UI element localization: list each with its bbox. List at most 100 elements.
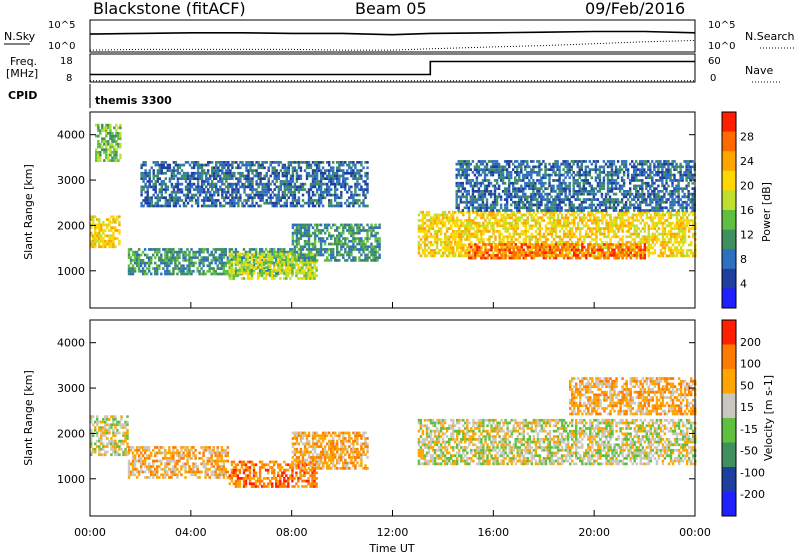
- data-cell: [168, 256, 170, 259]
- data-cell: [510, 198, 512, 201]
- data-cell: [243, 277, 245, 280]
- data-cell: [494, 204, 496, 207]
- data-cell: [545, 241, 547, 244]
- data-cell: [310, 166, 312, 169]
- data-cell: [555, 246, 557, 249]
- data-cell: [205, 186, 207, 189]
- data-cell: [203, 183, 205, 186]
- data-cell: [288, 161, 290, 164]
- data-cell: [378, 254, 380, 257]
- data-cell: [682, 252, 684, 255]
- data-cell: [241, 172, 243, 175]
- data-cell: [191, 186, 193, 189]
- data-cell: [452, 246, 454, 249]
- data-cell: [237, 164, 239, 167]
- data-cell: [243, 188, 245, 191]
- data-cell: [553, 216, 555, 219]
- data-cell: [263, 183, 265, 186]
- data-cell: [362, 191, 364, 194]
- data-cell: [486, 187, 488, 190]
- data-cell: [510, 204, 512, 207]
- data-cell: [492, 233, 494, 236]
- data-cell: [456, 249, 458, 252]
- data-cell: [292, 237, 294, 240]
- data-cell: [684, 233, 686, 236]
- data-cell: [201, 177, 203, 180]
- data-cell: [336, 245, 338, 248]
- data-cell: [157, 194, 159, 197]
- data-cell: [688, 214, 690, 217]
- data-cell: [352, 243, 354, 246]
- data-cell: [312, 202, 314, 205]
- data-cell: [539, 233, 541, 236]
- data-cell: [360, 229, 362, 232]
- data-cell: [96, 232, 98, 235]
- data-cell: [518, 204, 520, 207]
- data-cell: [573, 246, 575, 249]
- data-cell: [300, 175, 302, 178]
- data-cell: [577, 249, 579, 252]
- data-cell: [458, 246, 460, 249]
- data-cell: [509, 233, 511, 236]
- data-cell: [294, 196, 296, 199]
- data-cell: [203, 172, 205, 175]
- data-cell: [573, 233, 575, 236]
- data-cell: [159, 199, 161, 202]
- data-cell: [498, 193, 500, 196]
- data-cell: [565, 243, 567, 246]
- data-cell: [169, 164, 171, 167]
- data-cell: [285, 277, 287, 280]
- data-cell: [215, 270, 217, 273]
- data-cell: [519, 251, 521, 254]
- data-cell: [627, 235, 629, 238]
- data-cell: [510, 176, 512, 179]
- data-cell: [496, 182, 498, 185]
- data-cell: [217, 194, 219, 197]
- data-cell: [506, 246, 508, 249]
- data-cell: [482, 225, 484, 228]
- data-cell: [308, 240, 310, 243]
- data-cell: [360, 237, 362, 240]
- data-cell: [595, 233, 597, 236]
- data-cell: [506, 187, 508, 190]
- data-cell: [95, 159, 97, 162]
- data-cell: [484, 219, 486, 222]
- data-cell: [316, 259, 318, 262]
- data-cell: [185, 180, 187, 183]
- data-cell: [611, 227, 613, 230]
- data-cell: [506, 227, 508, 230]
- data-cell: [300, 169, 302, 172]
- data-cell: [336, 237, 338, 240]
- data-cell: [172, 248, 174, 251]
- data-cell: [277, 258, 279, 261]
- data-cell: [627, 230, 629, 233]
- data-cell: [227, 183, 229, 186]
- data-cell: [183, 202, 185, 205]
- data-cell: [458, 174, 460, 177]
- data-cell: [182, 270, 184, 273]
- data-cell: [332, 254, 334, 257]
- data-cell: [506, 214, 508, 217]
- data-cell: [271, 272, 273, 275]
- data-cell: [253, 248, 255, 251]
- data-cell: [374, 224, 376, 227]
- data-cell: [179, 172, 181, 175]
- data-cell: [482, 206, 484, 209]
- noise-panel: N.Sky 10^5 10^0 10^5 10^0 N.Search: [4, 20, 796, 52]
- data-cell: [334, 199, 336, 202]
- data-cell: [119, 124, 121, 127]
- data-cell: [446, 238, 448, 241]
- data-cell: [684, 238, 686, 241]
- data-cell: [177, 186, 179, 189]
- data-cell: [189, 180, 191, 183]
- data-cell: [109, 154, 111, 157]
- freq-unit: [MHz]: [6, 67, 38, 80]
- data-cell: [313, 274, 315, 277]
- data-cell: [348, 188, 350, 191]
- data-cell: [239, 166, 241, 169]
- data-cell: [372, 229, 374, 232]
- beam-title: Beam 05: [355, 0, 427, 18]
- data-cell: [167, 164, 169, 167]
- data-cell: [424, 216, 426, 219]
- data-cell: [366, 240, 368, 243]
